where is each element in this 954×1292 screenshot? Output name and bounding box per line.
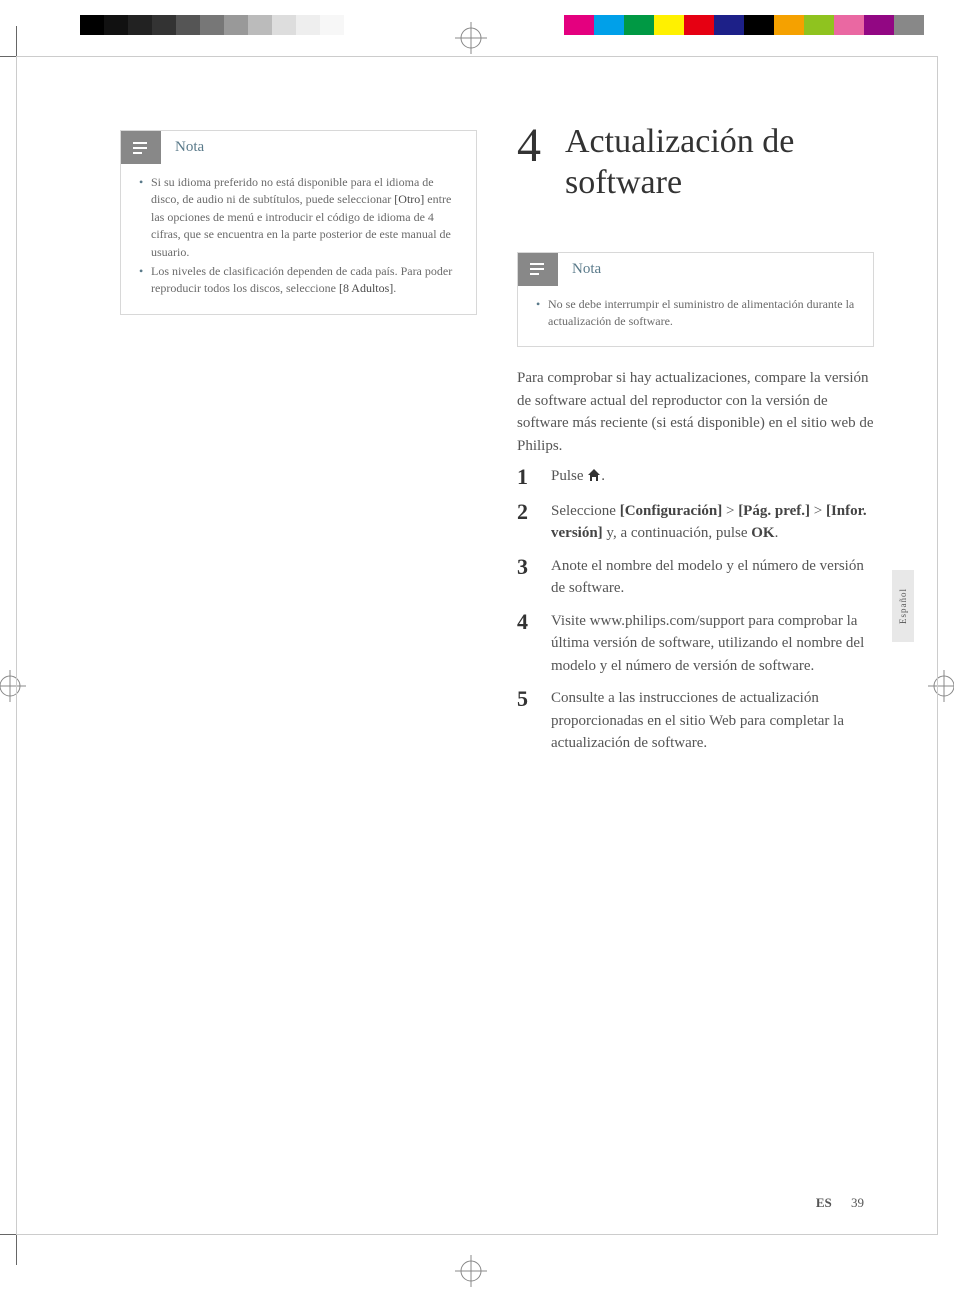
step-number: 1 — [517, 465, 533, 489]
step-number: 5 — [517, 687, 533, 711]
step-text: Visite www.philips.com/support para comp… — [551, 610, 874, 678]
swatch — [80, 15, 104, 35]
swatch — [564, 15, 594, 35]
step-number: 2 — [517, 500, 533, 524]
step-text: Anote el nombre del modelo y el número d… — [551, 555, 874, 600]
crop-mark — [0, 1234, 16, 1235]
swatch — [296, 15, 320, 35]
swatch — [200, 15, 224, 35]
swatch — [104, 15, 128, 35]
swatch — [804, 15, 834, 35]
swatch — [272, 15, 296, 35]
note-body: Si su idioma preferido no está disponibl… — [121, 164, 476, 314]
swatch — [774, 15, 804, 35]
swatch — [624, 15, 654, 35]
swatch — [654, 15, 684, 35]
swatch — [344, 15, 368, 35]
registration-mark — [455, 1255, 487, 1287]
swatch — [594, 15, 624, 35]
note-title: Nota — [161, 131, 218, 164]
footer-lang: ES — [816, 1195, 832, 1210]
step-text: Consulte a las instrucciones de actualiz… — [551, 687, 874, 755]
step-number: 4 — [517, 610, 533, 634]
grayscale-colorbar — [80, 15, 368, 35]
section-number: 4 — [517, 122, 541, 204]
swatch — [224, 15, 248, 35]
swatch — [714, 15, 744, 35]
swatch — [834, 15, 864, 35]
swatch — [744, 15, 774, 35]
step: 5 Consulte a las instrucciones de actuali… — [517, 687, 874, 755]
note-item: Si su idioma preferido no está disponibl… — [139, 174, 458, 261]
step: 2 Seleccione [Configuración] > [Pág. pref… — [517, 500, 874, 545]
step-number: 3 — [517, 555, 533, 579]
intro-paragraph: Para comprobar si hay actualizaciones, c… — [517, 367, 874, 457]
color-colorbar — [564, 15, 924, 35]
step: 4 Visite www.philips.com/support para com… — [517, 610, 874, 678]
note-box: Nota No se debe interrumpir el suministr… — [517, 252, 874, 348]
note-body: No se debe interrumpir el suministro de … — [518, 286, 873, 347]
swatch — [128, 15, 152, 35]
section-heading: 4 Actualización de software — [517, 122, 874, 204]
step-text: Seleccione [Configuración] > [Pág. pref.… — [551, 500, 874, 545]
swatch — [320, 15, 344, 35]
step: 1 Pulse . — [517, 465, 874, 490]
step: 3 Anote el nombre del modelo y el número … — [517, 555, 874, 600]
swatch — [248, 15, 272, 35]
crop-mark — [16, 1235, 17, 1265]
steps-list: 1 Pulse . 2 Seleccione [Configuración] > [P… — [517, 465, 874, 755]
footer-page: 39 — [851, 1195, 864, 1210]
right-column: 4 Actualización de software Nota No se d… — [517, 130, 874, 765]
left-column: Nota Si su idioma preferido no está disp… — [120, 130, 477, 765]
swatch — [152, 15, 176, 35]
note-icon — [121, 131, 161, 164]
note-title: Nota — [558, 253, 615, 286]
section-title: Actualización de software — [565, 122, 874, 204]
swatch — [684, 15, 714, 35]
note-icon — [518, 253, 558, 286]
crop-mark — [0, 56, 16, 57]
language-tab: Español — [892, 570, 914, 642]
home-icon — [587, 467, 601, 490]
swatch — [176, 15, 200, 35]
note-item: No se debe interrumpir el suministro de … — [536, 296, 855, 331]
swatch — [894, 15, 924, 35]
note-box: Nota Si su idioma preferido no está disp… — [120, 130, 477, 315]
page-footer: ES 39 — [816, 1195, 864, 1211]
crop-mark — [16, 26, 17, 56]
page-content: Nota Si su idioma preferido no está disp… — [120, 130, 874, 765]
step-text: Pulse . — [551, 465, 874, 490]
swatch — [864, 15, 894, 35]
note-item: Los niveles de clasificación dependen de… — [139, 263, 458, 298]
registration-mark — [455, 22, 487, 54]
